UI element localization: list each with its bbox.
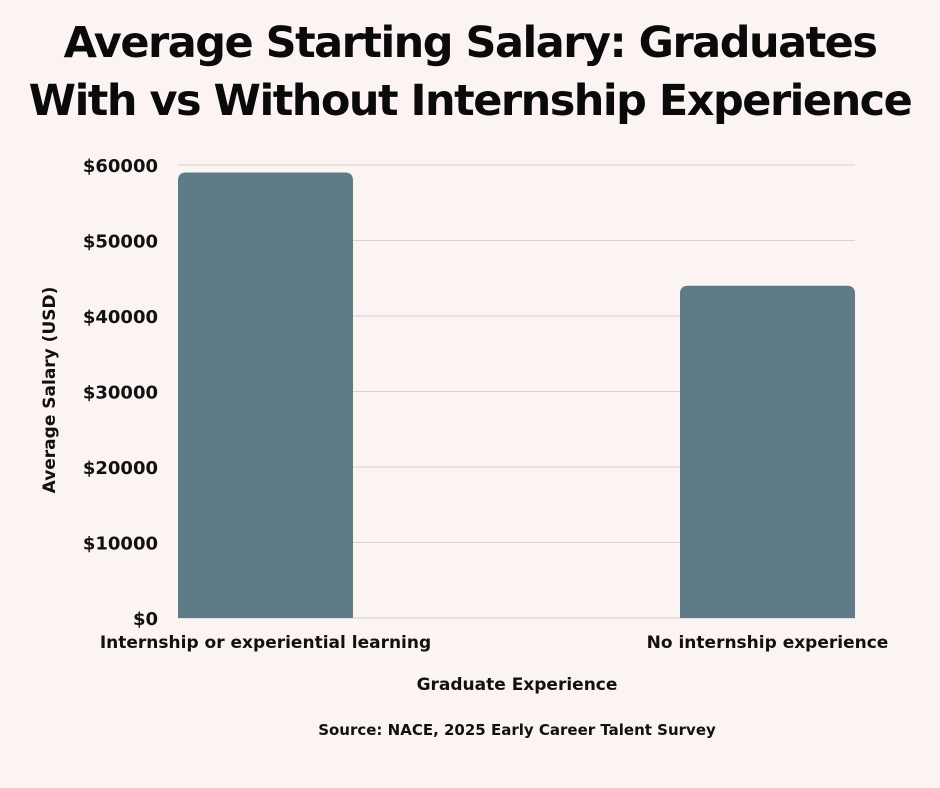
y-tick-label: $10000 <box>83 534 158 555</box>
x-category-labels: Internship or experiential learning No in… <box>100 633 889 653</box>
y-tick-label: $30000 <box>83 383 158 404</box>
x-axis-label: Graduate Experience <box>417 675 618 695</box>
x-category-label: Internship or experiential learning <box>100 633 431 653</box>
bar <box>680 285 855 618</box>
chart-title: Average Starting Salary: Graduates With … <box>0 14 940 130</box>
y-tick-label: $50000 <box>83 232 158 253</box>
y-tick-label: $20000 <box>83 458 158 479</box>
chart-title-line-2: With vs Without Internship Experience <box>28 76 913 126</box>
x-category-label: No internship experience <box>647 633 889 653</box>
bar <box>178 172 353 619</box>
chart-title-line-1: Average Starting Salary: Graduates <box>63 18 878 68</box>
y-tick-label: $60000 <box>83 156 158 177</box>
y-tick-label: $0 <box>133 609 158 630</box>
y-tick-labels: $0 $10000 $20000 $30000 $40000 $50000 $60000 <box>83 156 158 630</box>
y-tick-label: $40000 <box>83 307 158 328</box>
y-axis-label: Average Salary (USD) <box>40 287 60 494</box>
bar-layer <box>178 172 855 619</box>
source-note: Source: NACE, 2025 Early Career Talent S… <box>318 721 716 739</box>
